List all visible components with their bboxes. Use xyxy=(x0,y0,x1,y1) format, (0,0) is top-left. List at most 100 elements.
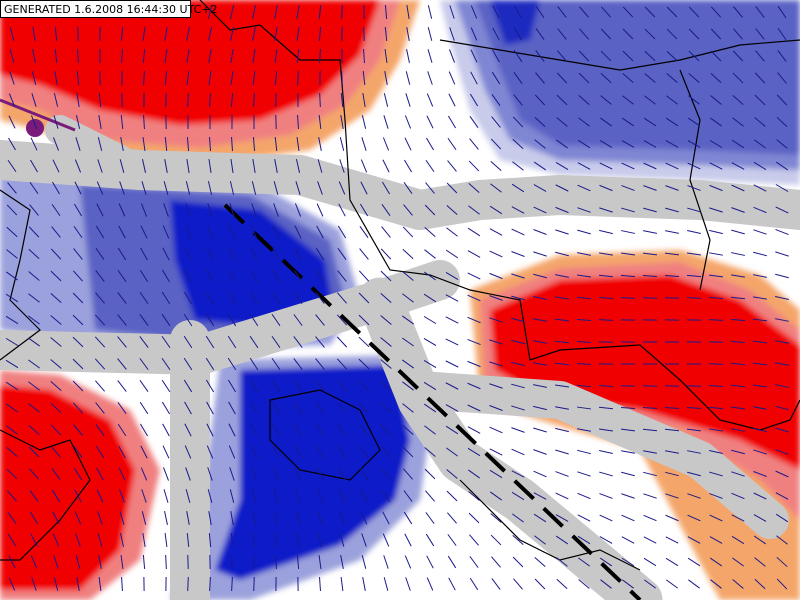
wind-arrow xyxy=(666,73,678,83)
wind-arrow xyxy=(294,445,302,459)
wind-arrow xyxy=(731,492,745,500)
wind-arrow xyxy=(96,467,104,481)
wind-arrow xyxy=(76,93,80,107)
wind-arrow xyxy=(577,449,591,455)
wind-arrow xyxy=(731,184,745,192)
wind-arrow xyxy=(336,358,348,370)
wind-arrow xyxy=(73,248,83,260)
wind-arrow xyxy=(686,428,702,432)
wind-arrow xyxy=(555,206,569,214)
wind-arrow xyxy=(777,5,787,19)
wind-arrow xyxy=(555,449,569,455)
wind-arrow xyxy=(187,92,189,108)
wind-arrow xyxy=(599,557,613,567)
wind-arrow xyxy=(665,557,679,567)
wind-arrow xyxy=(163,489,169,503)
wind-arrow xyxy=(54,71,58,85)
wind-arrow xyxy=(424,447,436,457)
wind-arrow xyxy=(28,359,40,369)
wind-arrow xyxy=(511,448,525,456)
wind-arrow xyxy=(775,184,789,192)
wind-arrow xyxy=(666,50,678,62)
wind-arrow xyxy=(382,137,390,151)
wind-arrow xyxy=(272,269,280,283)
wind-arrow xyxy=(621,252,635,256)
wind-arrow xyxy=(316,203,324,217)
wind-arrow xyxy=(5,293,19,303)
wind-arrow xyxy=(732,557,744,567)
wind-arrow xyxy=(666,95,678,105)
wind-arrow xyxy=(468,491,480,501)
wind-arrow xyxy=(403,511,413,525)
wind-arrow xyxy=(533,318,547,322)
wind-arrow xyxy=(731,449,745,455)
wind-arrow xyxy=(666,28,678,40)
wind-arrow xyxy=(402,381,414,391)
wind-arrow xyxy=(533,405,547,411)
wind-arrow xyxy=(117,247,127,261)
wind-arrow xyxy=(250,247,258,261)
wind-arrow xyxy=(6,249,18,259)
wind-arrow xyxy=(382,511,390,525)
wind-arrow xyxy=(556,94,568,106)
wind-arrow xyxy=(28,315,40,325)
wind-arrow xyxy=(5,337,19,347)
wind-arrow xyxy=(775,492,789,500)
wind-arrow xyxy=(274,159,278,173)
wind-arrow xyxy=(50,315,62,325)
wind-arrow xyxy=(249,379,259,393)
wind-arrow xyxy=(753,471,767,477)
wind-arrow xyxy=(186,511,190,525)
wind-arrow xyxy=(6,447,18,457)
wind-arrow xyxy=(426,137,434,151)
wind-arrow xyxy=(576,362,592,366)
wind-arrow xyxy=(95,445,105,459)
wind-arrow xyxy=(555,384,569,388)
wind-arrow xyxy=(30,159,38,173)
wind-arrow xyxy=(207,467,213,481)
wind-arrow xyxy=(577,428,591,432)
wind-arrow xyxy=(338,467,346,481)
wind-arrow xyxy=(231,136,233,152)
wind-arrow xyxy=(776,116,788,128)
wind-arrow xyxy=(186,532,190,548)
wind-arrow xyxy=(576,341,592,343)
wind-arrow xyxy=(709,229,723,235)
wind-arrow xyxy=(534,94,546,106)
wind-arrow xyxy=(489,228,503,236)
wind-arrow xyxy=(730,318,746,322)
wind-arrow xyxy=(753,184,767,192)
wind-arrow xyxy=(295,181,301,195)
wind-arrow xyxy=(710,117,722,127)
wind-arrow xyxy=(74,489,82,503)
wind-arrow xyxy=(427,27,433,41)
wind-arrow xyxy=(293,380,303,392)
wind-arrow xyxy=(621,536,635,544)
wind-arrow xyxy=(492,5,500,19)
wind-arrow xyxy=(296,5,300,19)
wind-arrow xyxy=(402,359,414,369)
wind-arrow xyxy=(621,117,635,127)
wind-arrow xyxy=(383,577,389,591)
wind-arrow xyxy=(184,269,192,283)
wind-arrow xyxy=(118,203,126,217)
wind-arrow xyxy=(361,533,367,547)
wind-arrow xyxy=(533,340,547,344)
wind-arrow xyxy=(513,94,523,106)
wind-arrow xyxy=(358,292,370,304)
wind-arrow xyxy=(340,115,344,129)
wind-arrow xyxy=(467,250,481,258)
wind-arrow xyxy=(753,161,767,171)
wind-arrow xyxy=(117,314,127,326)
wind-arrow xyxy=(533,161,547,171)
wind-arrow xyxy=(489,295,503,301)
wind-arrow xyxy=(95,380,105,392)
wind-arrow xyxy=(121,48,123,64)
wind-arrow xyxy=(336,314,348,326)
wind-arrow xyxy=(141,159,147,173)
wind-arrow xyxy=(183,357,193,371)
wind-arrow xyxy=(511,491,525,501)
wind-arrow xyxy=(183,313,193,327)
wind-arrow xyxy=(272,445,280,459)
wind-arrow xyxy=(445,338,459,346)
